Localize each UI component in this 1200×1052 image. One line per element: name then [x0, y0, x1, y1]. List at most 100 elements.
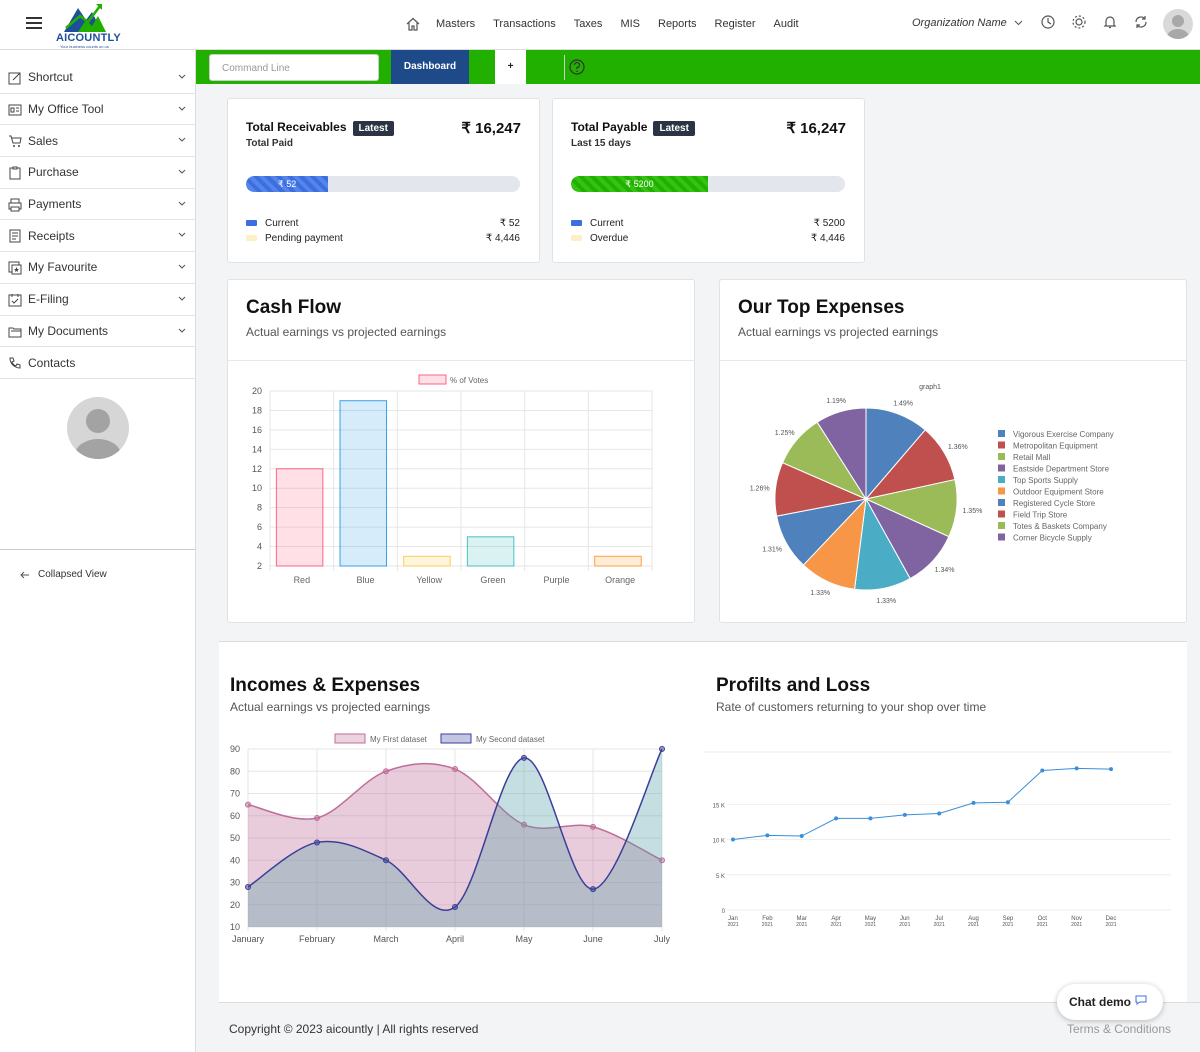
legend-swatch	[998, 453, 1005, 460]
add-tab-button[interactable]: +	[495, 50, 526, 84]
nav-reports[interactable]: Reports	[658, 18, 697, 30]
sidebar-item-my-documents[interactable]: My Documents	[0, 316, 195, 348]
legend-current: Current ₹ 52	[246, 218, 520, 229]
x-tick-year: 2021	[968, 922, 979, 928]
calendar-icon	[8, 293, 22, 307]
x-tick-year: 2021	[1037, 922, 1048, 928]
y-tick-label: 18	[252, 405, 262, 415]
legend-swatch	[998, 464, 1005, 472]
legend-value: ₹ 4,446	[810, 233, 845, 244]
sidebar-item-label: Purchase	[28, 165, 79, 180]
logo[interactable]: AICOUNTLY Your business counts on us	[56, 2, 122, 49]
command-line-placeholder: Command Line	[222, 63, 290, 74]
pie-slice	[865, 407, 926, 501]
bar	[339, 400, 388, 567]
organization-selector[interactable]: Organization Name	[912, 17, 1023, 29]
chevron-down-icon	[178, 169, 186, 174]
data-point	[245, 801, 251, 808]
command-line-input[interactable]: Command Line	[209, 54, 585, 81]
sidebar-item-receipts[interactable]: Receipts	[0, 220, 195, 253]
legend-swatch	[998, 510, 1005, 518]
nav-mis[interactable]: MIS	[620, 18, 640, 30]
series-area	[248, 749, 662, 927]
legend-pending: Pending payment ₹ 4,446	[246, 233, 520, 244]
x-tick-year: 2021	[899, 922, 910, 928]
sidebar-item-label: Shortcut	[28, 70, 73, 85]
printer-icon	[8, 198, 22, 212]
nav-audit[interactable]: Audit	[773, 18, 799, 30]
sidebar-item-shortcut[interactable]: Shortcut	[0, 62, 195, 94]
help-button[interactable]	[564, 55, 588, 80]
x-tick-year: 2021	[762, 922, 773, 928]
sidebar-item-my-office-tool[interactable]: My Office Tool	[0, 94, 195, 126]
incomes-chart: My First dataset My Second dataset 10 20 30 4…	[230, 733, 670, 944]
card-divider	[720, 360, 1186, 361]
data-point	[314, 814, 320, 821]
legend-swatch	[334, 733, 366, 744]
nav-taxes[interactable]: Taxes	[573, 18, 603, 30]
home-icon[interactable]	[406, 17, 420, 31]
folder-icon	[8, 327, 22, 337]
y-tick-label: 12	[252, 464, 262, 474]
legend-value: ₹ 4,446	[485, 233, 520, 244]
cart-icon	[9, 135, 22, 148]
collapsed-view-toggle[interactable]: Collapsed View	[20, 569, 107, 580]
data-point	[902, 812, 907, 817]
card-title-text: Total Receivables	[246, 120, 347, 134]
settings-icon[interactable]	[1071, 14, 1087, 30]
y-tick-label: 90	[230, 744, 240, 754]
data-point	[731, 837, 735, 842]
y-tick-label: 10	[230, 922, 240, 932]
card-title: Our Top Expenses	[738, 297, 905, 318]
sidebar-item-payments[interactable]: Payments	[0, 189, 195, 221]
data-point	[383, 768, 389, 775]
legend-swatch	[998, 441, 1005, 449]
chat-demo-button[interactable]: Chat demo	[1057, 984, 1163, 1020]
bell-icon[interactable]	[1102, 14, 1118, 30]
nav-transactions[interactable]: Transactions	[493, 18, 556, 30]
card-title: Cash Flow	[246, 297, 342, 318]
user-avatar[interactable]	[1163, 9, 1193, 39]
history-icon[interactable]	[1040, 14, 1056, 30]
sidebar-item-e-filing[interactable]: E-Filing	[0, 284, 195, 316]
y-tick-label: 15 K	[713, 803, 725, 809]
tab-dashboard[interactable]: Dashboard	[391, 50, 469, 84]
bar	[275, 468, 324, 567]
profits-subtitle: Rate of customers returning to your shop…	[716, 700, 987, 714]
terms-link[interactable]: Terms & Conditions	[1066, 1022, 1171, 1036]
series-line	[247, 748, 663, 911]
x-tick-label: Oct	[1038, 916, 1048, 922]
x-tick-label: Feb	[762, 916, 773, 922]
sidebar-item-sales[interactable]: Sales	[0, 125, 195, 158]
chevron-down-icon	[178, 74, 186, 79]
progress-bar: ₹ 5200	[571, 176, 845, 192]
nav-masters[interactable]: Masters	[436, 18, 476, 30]
x-tick-label: Apr	[831, 916, 840, 922]
data-point	[590, 886, 596, 893]
legend-swatch	[440, 733, 472, 744]
slice-label: 1.25%	[775, 430, 795, 437]
sidebar-item-label: My Favourite	[28, 260, 98, 275]
nav-register[interactable]: Register	[714, 18, 756, 30]
sidebar-item-contacts[interactable]: Contacts	[0, 347, 195, 379]
progress-bar: ₹ 52	[246, 176, 520, 192]
collapsed-view-label: Collapsed View	[38, 569, 107, 580]
user-icon	[1167, 15, 1189, 39]
sync-icon[interactable]	[1133, 14, 1149, 30]
menu-icon[interactable]	[26, 17, 42, 31]
data-point	[452, 766, 458, 773]
y-tick-label: 5 K	[716, 874, 725, 880]
card-title-text: Total Payable	[571, 120, 648, 134]
total-payable-card: Total Payable Latest Last 15 days ₹ 16,24…	[552, 98, 865, 263]
data-point	[868, 816, 873, 821]
sidebar-avatar	[67, 397, 129, 459]
y-tick-label: 20	[230, 900, 240, 910]
x-tick-label: May	[515, 934, 533, 944]
legend-label: Field Trip Store	[1013, 511, 1068, 520]
sidebar-item-my-favourite[interactable]: My Favourite	[0, 252, 195, 284]
office-tool-icon	[8, 104, 22, 116]
sidebar-item-purchase[interactable]: Purchase	[0, 157, 195, 189]
progress-fill: ₹ 52	[246, 176, 329, 192]
legend-label: My First dataset	[370, 735, 428, 744]
header-actions	[1040, 14, 1164, 30]
